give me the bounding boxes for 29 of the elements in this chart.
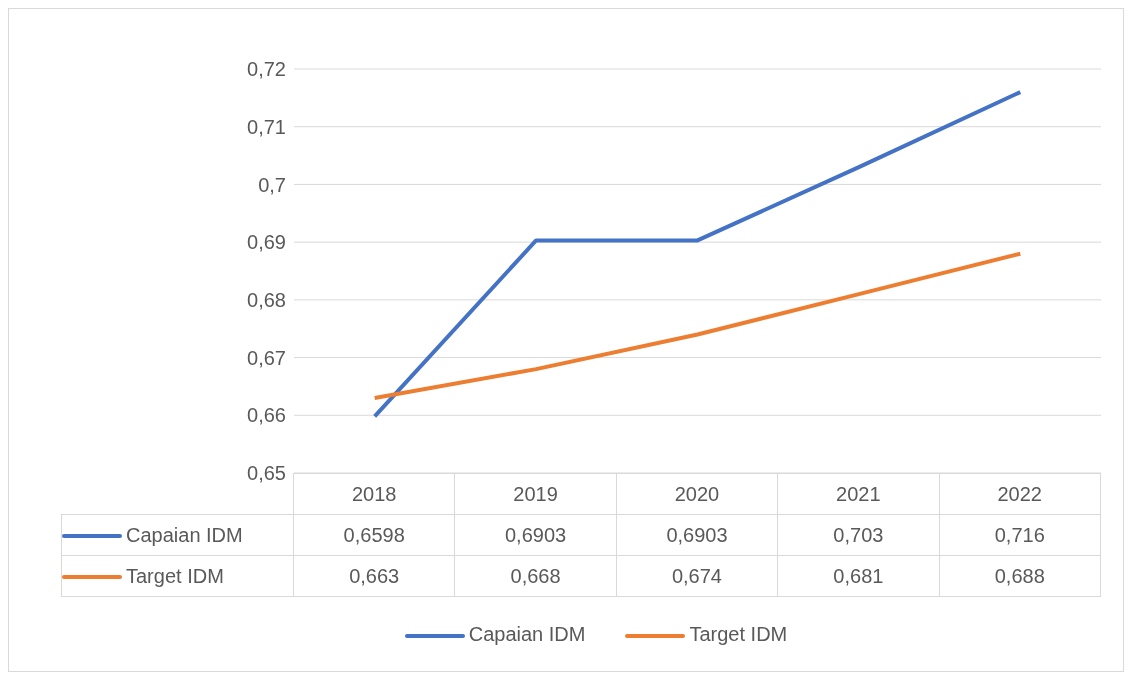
- y-tick-label: 0,67: [247, 346, 286, 369]
- y-tick-label: 0,72: [247, 58, 286, 81]
- data-label: 0,688: [939, 555, 1101, 597]
- y-tick-label: 0,68: [247, 288, 286, 311]
- x-tick-label: 2018: [293, 473, 455, 515]
- y-tick-label: 0,65: [247, 462, 286, 485]
- y-tick-label: 0,71: [247, 115, 286, 138]
- data-label: 0,663: [293, 555, 455, 597]
- x-tick-label: 2021: [777, 473, 940, 515]
- data-label: 0,668: [454, 555, 617, 597]
- data-label: 0,716: [939, 514, 1101, 556]
- data-label: 0,6903: [616, 514, 778, 556]
- x-tick-label: 2019: [454, 473, 617, 515]
- x-tick-label: 2020: [616, 473, 778, 515]
- data-label: 0,681: [777, 555, 940, 597]
- data-label: 0,703: [777, 514, 940, 556]
- y-tick-label: 0,7: [258, 173, 286, 196]
- text: Capaian IDM: [468, 623, 586, 645]
- y-tick-label: 0,66: [247, 404, 286, 427]
- data-label: 0,6598: [293, 514, 455, 556]
- data-label: 0,674: [616, 555, 778, 597]
- legend-label: Capaian IDM: [61, 514, 294, 556]
- legend-label: Target IDM: [61, 555, 294, 597]
- y-tick-label: 0,69: [247, 231, 286, 254]
- x-tick-label: 2022: [939, 473, 1101, 515]
- text: Target IDM: [689, 623, 788, 645]
- line-series: [372, 90, 1023, 419]
- line-series: [372, 251, 1023, 400]
- data-label: 0,6903: [454, 514, 617, 556]
